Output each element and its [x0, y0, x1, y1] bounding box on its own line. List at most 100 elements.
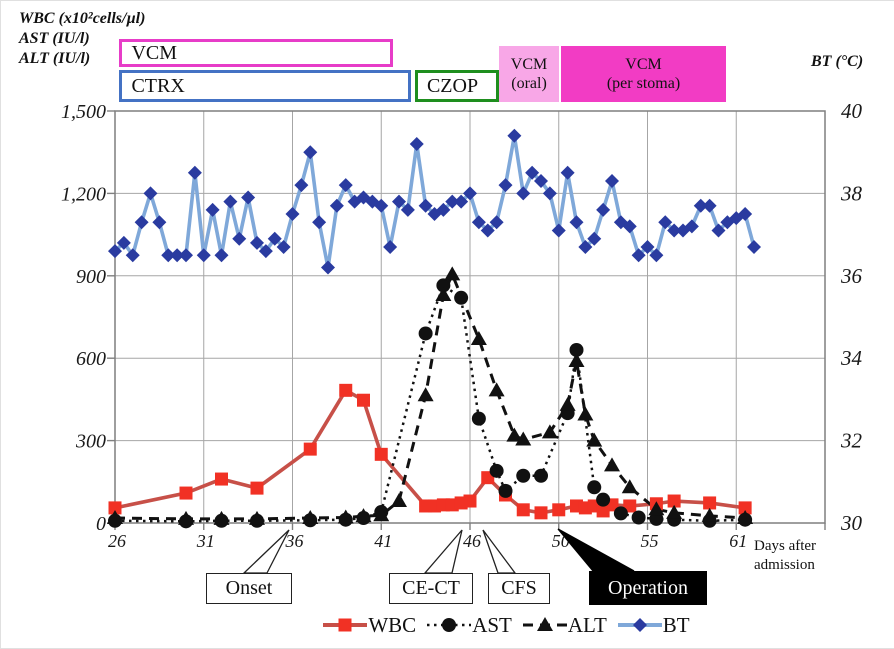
legend-item-ast: AST [426, 612, 512, 638]
marker-ast [471, 411, 486, 426]
y-right-tick: 40 [841, 99, 863, 123]
x-tick: 61 [729, 531, 747, 551]
marker-alt [648, 501, 665, 516]
marker-alt [701, 507, 718, 522]
marker-bt [747, 239, 761, 254]
marker-bt [409, 136, 424, 151]
legend-marker-wbc [323, 618, 368, 632]
marker-bt [392, 194, 406, 209]
marker-bt [161, 248, 176, 263]
series-line-bt [113, 135, 756, 268]
marker-wbc [303, 442, 317, 456]
marker-bt [418, 198, 433, 213]
marker-bt [338, 178, 353, 193]
x-tick: 26 [108, 531, 126, 551]
y-right-tick: 36 [840, 264, 863, 288]
y-right-tick: 30 [840, 511, 863, 535]
marker-ast [587, 480, 602, 495]
marker-wbc [108, 501, 122, 515]
marker-wbc [552, 503, 566, 517]
series-line-wbc [114, 387, 746, 515]
left-axis-title-wbc: WBC (x10²cells/µl) [19, 10, 146, 27]
right-axis-title: BT (°C) [811, 53, 864, 70]
marker-bt [667, 223, 682, 238]
marker-bt [196, 248, 211, 263]
marker-bt [143, 186, 158, 201]
marker-wbc [339, 383, 353, 397]
legend-label: ALT [567, 612, 607, 637]
marker-alt [577, 406, 594, 421]
marker-bt [258, 244, 273, 259]
annotation-cfs: CFS [488, 573, 550, 604]
legend-item-wbc: WBC [322, 612, 416, 638]
y-left-tick: 0 [96, 513, 106, 535]
marker-alt [506, 427, 523, 442]
callout-onset [242, 529, 290, 574]
marker-alt [178, 510, 194, 525]
bar-sublabel: (oral) [511, 75, 547, 92]
bar-czop: CZOP [414, 70, 500, 102]
marker-wbc [703, 496, 717, 510]
marker-alt [568, 352, 585, 367]
marker-wbc [179, 486, 193, 500]
marker-bt [250, 235, 264, 250]
marker-bt [498, 178, 513, 193]
y-left-tick: 600 [76, 348, 106, 370]
bar-label: VCM [131, 42, 178, 64]
annotation-cect: CE-CT [389, 573, 473, 604]
legend-marker-alt [522, 617, 567, 631]
marker-bt [738, 207, 753, 221]
marker-alt [737, 510, 754, 525]
marker-wbc [357, 393, 370, 407]
marker-wbc [516, 503, 530, 517]
marker-bt [179, 248, 193, 263]
y-left-tick: 1,500 [61, 101, 106, 123]
marker-bt [152, 215, 167, 230]
marker-alt [302, 510, 319, 525]
callout-cfs [482, 529, 517, 574]
callout-cect [423, 529, 463, 574]
bar-sublabel: (per stoma) [606, 75, 681, 92]
marker-alt [391, 493, 407, 508]
marker-ast [516, 468, 531, 483]
left-axis-title-alt: ALT (IU/l) [19, 50, 91, 67]
marker-bt [454, 194, 469, 209]
marker-bt [631, 248, 646, 263]
marker-wbc [463, 494, 477, 508]
marker-ast [569, 342, 584, 357]
marker-alt [515, 431, 532, 446]
marker-bt [267, 231, 282, 246]
legend-marker-bt [617, 618, 662, 632]
marker-alt [488, 382, 505, 397]
marker-alt [444, 266, 461, 281]
marker-alt [107, 510, 123, 525]
marker-ast [418, 326, 433, 341]
x-tick: 55 [641, 531, 659, 551]
marker-bt [134, 215, 149, 230]
y-right-tick: 38 [840, 181, 863, 205]
marker-bt [108, 244, 122, 259]
annotation-operation: Operation [589, 571, 707, 605]
left-axis-title: WBC (x10²cells/µl) AST (IU/l) ALT (IU/l) [19, 9, 145, 69]
bar-vcm-iv: VCM [119, 39, 393, 67]
marker-ast [534, 468, 548, 483]
marker-bt [569, 215, 584, 230]
marker-bt [471, 215, 486, 230]
marker-bt [560, 165, 575, 180]
marker-alt [621, 479, 638, 494]
marker-bt [116, 235, 131, 250]
legend: WBC AST ALT BT [276, 612, 736, 638]
marker-wbc [667, 494, 681, 508]
marker-alt [249, 510, 265, 525]
y-left-tick: 1,200 [61, 183, 106, 205]
marker-alt [666, 504, 683, 519]
marker-ast [454, 290, 469, 305]
bar-label: VCM [510, 56, 548, 73]
y-left-tick: 300 [75, 431, 106, 453]
marker-bt [329, 198, 344, 213]
marker-bt [711, 223, 726, 238]
marker-ast [498, 483, 513, 498]
marker-wbc [215, 472, 228, 486]
marker-bt [649, 248, 664, 263]
